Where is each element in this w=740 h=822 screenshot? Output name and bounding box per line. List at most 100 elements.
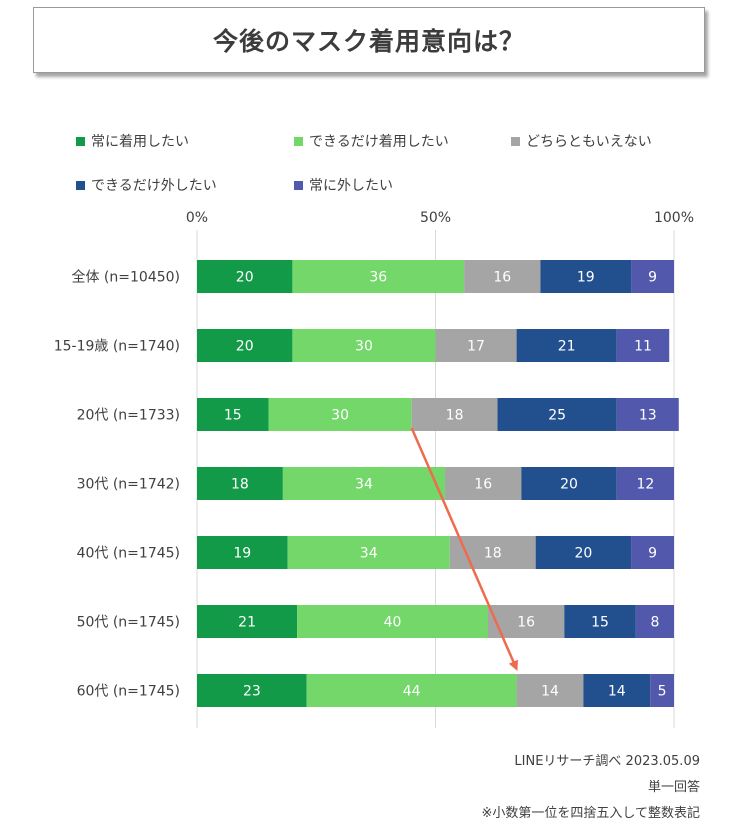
data-label: 23	[243, 684, 261, 700]
bar-segment	[540, 260, 632, 293]
bar-segment	[650, 674, 674, 707]
data-label: 21	[238, 615, 256, 631]
bar-segment	[497, 398, 617, 431]
bar-segment	[197, 674, 307, 707]
legend-swatch	[76, 136, 85, 146]
bar-segment	[197, 536, 288, 569]
data-label: 18	[446, 408, 464, 424]
x-tick-label: 100%	[654, 210, 694, 226]
bar-segment	[616, 467, 674, 500]
bar-segment	[445, 467, 522, 500]
data-label: 12	[636, 477, 654, 493]
bar-segment	[564, 605, 636, 638]
bar-segment	[516, 674, 584, 707]
legend-item-remove-if-possible: できるだけ外したい	[76, 175, 217, 195]
data-label: 16	[517, 615, 535, 631]
data-label: 20	[560, 477, 578, 493]
category-label: 20代 (n=1733)	[77, 408, 180, 424]
data-label: 9	[648, 546, 657, 562]
bar-segment	[516, 329, 617, 362]
chart-title: 今後のマスク着用意向は？	[212, 27, 525, 56]
data-label: 15	[224, 408, 242, 424]
bar-segment	[197, 467, 283, 500]
bar-segment	[521, 467, 617, 500]
bar-segment	[282, 467, 446, 500]
data-label: 19	[577, 270, 595, 286]
bar-segment	[287, 536, 450, 569]
category-label: 30代 (n=1742)	[77, 477, 180, 493]
chart-title-box: 今後のマスク着用意向は？	[33, 7, 705, 73]
bar-segment	[631, 260, 674, 293]
legend-swatch	[511, 136, 520, 146]
answer-type-note: 単一回答	[647, 780, 700, 795]
data-label: 14	[541, 684, 559, 700]
rounding-note: ※小数第一位を四捨五入して整数表記	[481, 806, 700, 821]
bar-segment	[449, 536, 536, 569]
legend-swatch	[294, 180, 303, 190]
category-label: 15-19歳 (n=1740)	[54, 339, 180, 355]
legend-label: できるだけ着用したい	[309, 134, 449, 150]
data-label: 5	[658, 684, 667, 700]
bar-segment	[411, 398, 498, 431]
data-label: 20	[574, 546, 592, 562]
annotation-arrow	[410, 427, 518, 671]
bar-segment	[197, 260, 293, 293]
data-label: 8	[650, 615, 659, 631]
data-label: 19	[233, 546, 251, 562]
bar-segment	[268, 398, 412, 431]
legend-label: できるだけ外したい	[91, 178, 217, 194]
category-label: 50代 (n=1745)	[77, 615, 180, 631]
bar-segment	[631, 536, 674, 569]
data-label: 15	[591, 615, 609, 631]
bar-segment	[464, 260, 541, 293]
source-note: LINEリサーチ調べ 2023.05.09	[514, 754, 700, 769]
category-label: 40代 (n=1745)	[77, 546, 180, 562]
legend-label: 常に外したい	[309, 178, 393, 194]
bar-segment	[197, 605, 298, 638]
bar-segment	[197, 398, 269, 431]
data-label: 34	[360, 546, 378, 562]
data-label: 21	[558, 339, 576, 355]
data-label: 16	[474, 477, 492, 493]
bar-segment	[583, 674, 651, 707]
legend-label: 常に着用したい	[91, 134, 189, 150]
legend-item-always-wear: 常に着用したい	[76, 131, 189, 151]
data-label: 44	[403, 684, 421, 700]
data-label: 20	[236, 339, 254, 355]
bar-segment	[292, 260, 465, 293]
category-label: 全体 (n=10450)	[71, 269, 180, 286]
bar-segment	[535, 536, 632, 569]
x-tick-label: 50%	[420, 210, 451, 226]
x-tick-label: 0%	[186, 210, 208, 226]
bar-segment	[292, 329, 436, 362]
legend-item-wear-if-possible: できるだけ着用したい	[294, 131, 449, 151]
data-label: 30	[331, 408, 349, 424]
bar-segment	[616, 398, 679, 431]
data-label: 36	[369, 270, 387, 286]
data-label: 30	[355, 339, 373, 355]
bar-segment	[635, 605, 674, 638]
data-label: 14	[608, 684, 626, 700]
legend-item-neither: どちらともいえない	[511, 131, 652, 151]
data-label: 17	[467, 339, 485, 355]
data-label: 18	[484, 546, 502, 562]
category-label: 60代 (n=1745)	[77, 684, 180, 700]
data-label: 34	[355, 477, 373, 493]
data-label: 9	[648, 270, 657, 286]
data-label: 25	[548, 408, 566, 424]
data-label: 16	[493, 270, 511, 286]
data-label: 13	[639, 408, 657, 424]
bar-segment	[297, 605, 488, 638]
legend-label: どちらともいえない	[526, 134, 652, 150]
data-label: 20	[236, 270, 254, 286]
bar-segment	[306, 674, 517, 707]
data-label: 40	[384, 615, 402, 631]
bar-segment	[435, 329, 517, 362]
bar-segment	[197, 329, 293, 362]
bar-segment	[616, 329, 670, 362]
legend-item-always-remove: 常に外したい	[294, 175, 393, 195]
legend-swatch	[294, 136, 303, 146]
data-label: 18	[231, 477, 249, 493]
legend-swatch	[76, 180, 85, 190]
